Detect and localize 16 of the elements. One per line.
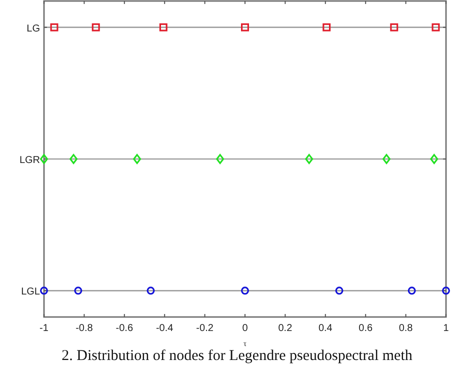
x-tick-label: 0 (242, 323, 248, 334)
x-tick-label: 0.6 (358, 323, 373, 334)
x-tick-label: -0.4 (156, 323, 174, 334)
text: 2. Distribution of nodes for Legendre pseudospectral meth (62, 348, 413, 364)
x-tick-label: 0.8 (398, 323, 414, 334)
x-tick-label: -0.2 (196, 323, 214, 334)
x-tick-label: -0.6 (116, 323, 134, 334)
x-tick-label: 0.2 (278, 323, 293, 334)
x-tick-label: 0.4 (318, 323, 333, 334)
x-tick-label: -1 (40, 323, 49, 334)
x-tick-label: 1 (443, 323, 450, 334)
y-tick-label: LG (26, 23, 40, 34)
x-axis-title: τ (243, 339, 248, 348)
y-tick-label: LGL (21, 286, 40, 298)
x-tick-label: -0.8 (76, 323, 94, 334)
y-tick-label: LGR (19, 155, 40, 166)
